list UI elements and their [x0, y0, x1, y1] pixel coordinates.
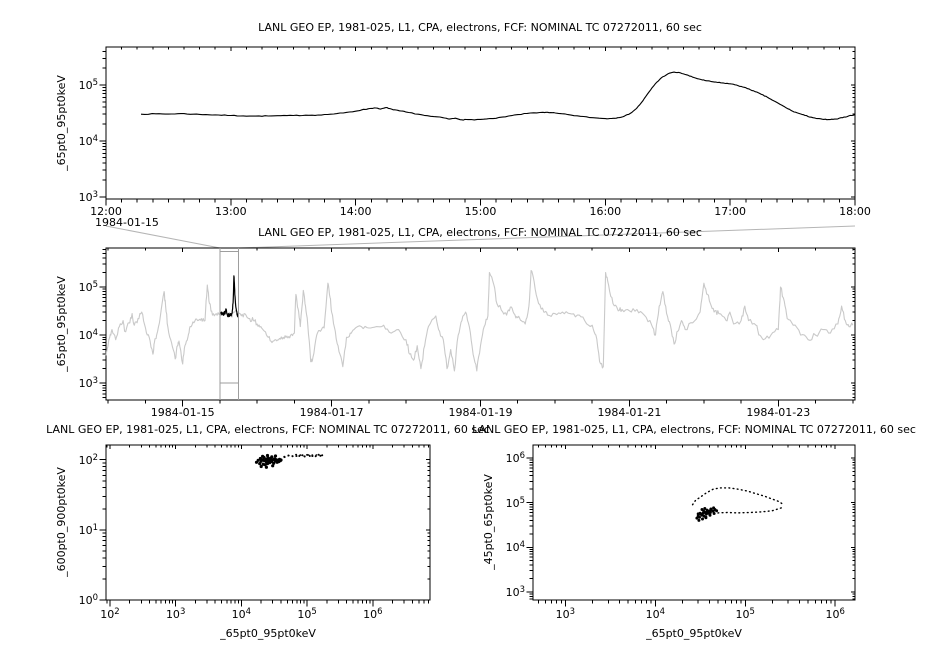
p1-xtick-label: 18:00 — [839, 205, 871, 218]
p2-xtick-label: 1984-01-23 — [746, 406, 811, 419]
p1-xtick-label: 16:00 — [589, 205, 622, 218]
p4-xtick-label: 105 — [735, 607, 755, 621]
p4-ytick-label: 103 — [505, 584, 525, 599]
p2-ytick-label: 104 — [78, 328, 98, 343]
p3-xtick-label: 104 — [231, 607, 252, 621]
p1-xtick-label: 13:00 — [214, 205, 247, 218]
p4-ytick-label: 104 — [505, 540, 525, 555]
p1-ytick-label: 103 — [78, 189, 98, 204]
p1-ytick-label: 105 — [78, 78, 98, 92]
p1-xtick-label: 15:00 — [464, 205, 497, 218]
p2-xtick-label: 1984-01-17 — [299, 406, 364, 419]
panel4-x-axis-label: _65pt0_95pt0keV — [646, 627, 742, 640]
p1-xtick-label: 12:00 — [90, 205, 122, 218]
panel1-title: LANL GEO EP, 1981-025, L1, CPA, electron… — [258, 21, 702, 34]
p2-xtick-label: 1984-01-15 — [150, 406, 215, 419]
panel4-y-axis-label: _45pt0_65pt0keV — [482, 474, 495, 570]
p2-xtick-label: 1984-01-19 — [448, 406, 513, 419]
time-range-selector[interactable] — [220, 248, 239, 400]
panel3-title: LANL GEO EP, 1981-025, L1, CPA, electron… — [46, 423, 490, 436]
p1-ytick-label: 104 — [78, 133, 98, 148]
p4-ytick-label: 105 — [505, 495, 525, 510]
p4-xtick-label: 106 — [825, 607, 845, 621]
panel3-x-axis-label: _65pt0_95pt0keV — [220, 627, 316, 640]
p3-ytick-label: 100 — [78, 593, 98, 607]
p4-xtick-label: 104 — [645, 607, 666, 621]
panel1-date-label: 1984-01-15 — [95, 216, 159, 229]
p3-ytick-label: 101 — [78, 522, 98, 537]
p1-xtick-label: 17:00 — [714, 205, 746, 218]
p2-xtick-label: 1984-01-21 — [597, 406, 662, 419]
p3-xtick-label: 106 — [363, 607, 383, 621]
p3-ytick-label: 102 — [78, 452, 98, 467]
p4-xtick-label: 103 — [555, 607, 576, 621]
panel4-title: LANL GEO EP, 1981-025, L1, CPA, electron… — [472, 423, 916, 436]
p2-ytick-label: 105 — [78, 279, 98, 294]
p3-xtick-label: 105 — [297, 607, 317, 621]
p3-xtick-label: 102 — [100, 607, 120, 621]
p4-ytick-label: 106 — [505, 450, 525, 465]
p2-ytick-label: 103 — [78, 376, 98, 391]
panel2-title: LANL GEO EP, 1981-025, L1, CPA, electron… — [258, 226, 702, 239]
p1-xtick-label: 14:00 — [339, 205, 372, 218]
p3-xtick-label: 103 — [165, 607, 186, 621]
